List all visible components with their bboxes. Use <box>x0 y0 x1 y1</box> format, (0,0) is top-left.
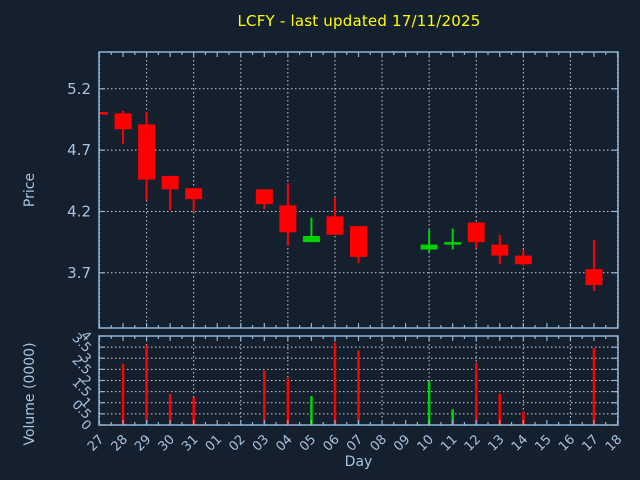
candle-07 <box>350 226 367 263</box>
x-tick-label-03: 03 <box>250 432 272 454</box>
x-tick-label-16: 16 <box>556 432 578 454</box>
x-tick-label-29: 29 <box>132 432 154 454</box>
price-tick-label: 5.2 <box>67 80 91 98</box>
candle-06 <box>326 197 344 235</box>
candle-11 <box>444 228 462 250</box>
x-tick-label-27: 27 <box>85 432 107 454</box>
volume-bars <box>121 342 596 425</box>
x-tick-label-01: 01 <box>203 432 225 454</box>
volume-bar-07 <box>357 350 360 425</box>
price-tick-label: 3.7 <box>67 264 91 282</box>
candle-30 <box>161 175 179 211</box>
x-tick-label-02: 02 <box>226 432 248 454</box>
candle-31 <box>185 188 203 212</box>
volume-bar-29 <box>145 344 148 425</box>
candle-12 <box>467 222 485 249</box>
price-axis-title: Price <box>22 173 38 207</box>
candles <box>99 110 603 292</box>
volume-bar-12 <box>474 362 478 425</box>
candle-10 <box>420 229 438 252</box>
volume-bar-13 <box>498 393 502 425</box>
volume-bar-05 <box>310 396 313 425</box>
x-tick-label-14: 14 <box>509 432 531 454</box>
volume-bar-30 <box>168 393 172 425</box>
x-tick-label-08: 08 <box>368 432 390 454</box>
x-tick-label-10: 10 <box>415 432 437 454</box>
x-tick-label-05: 05 <box>297 432 319 454</box>
candle-13 <box>491 234 509 265</box>
candle-17 <box>585 239 603 292</box>
volume-bar-28 <box>121 363 125 425</box>
x-tick-label-04: 04 <box>273 432 295 454</box>
x-tick-label-11: 11 <box>438 432 460 454</box>
volume-bar-14 <box>522 411 525 425</box>
candle-29 <box>138 112 156 201</box>
volume-bar-11 <box>451 409 454 425</box>
x-tick-label-07: 07 <box>344 432 366 454</box>
x-tick-label-28: 28 <box>109 432 131 454</box>
candle-28 <box>114 110 132 144</box>
volume-bar-10 <box>427 381 431 425</box>
x-tick-label-15: 15 <box>532 432 554 454</box>
x-tick-label-31: 31 <box>179 432 201 454</box>
candle-14 <box>514 249 532 266</box>
volume-bar-03 <box>263 370 266 425</box>
x-tick-label-18: 18 <box>603 432 625 454</box>
x-tick-label-30: 30 <box>156 432 178 454</box>
tick-marks <box>98 52 619 426</box>
x-tick-label-17: 17 <box>579 432 601 454</box>
candle-27 <box>99 112 108 115</box>
volume-bar-04 <box>286 378 290 425</box>
x-axis-title: Day <box>345 454 373 470</box>
candle-05 <box>302 217 320 243</box>
candle-03 <box>255 189 273 210</box>
volume-bar-17 <box>592 348 596 425</box>
volume-bar-06 <box>333 342 337 425</box>
volume-axis-title: Volume (0000) <box>22 342 38 445</box>
chart-title: LCFY - last updated 17/11/2025 <box>237 12 481 30</box>
x-tick-label-12: 12 <box>462 432 484 454</box>
x-tick-label-13: 13 <box>485 432 507 454</box>
x-tick-label-06: 06 <box>320 432 342 454</box>
x-tick-label-09: 09 <box>391 432 413 454</box>
price-tick-label: 4.7 <box>67 141 91 159</box>
candle-04 <box>279 183 297 246</box>
volume-bar-31 <box>192 397 195 425</box>
price-tick-label: 4.2 <box>67 202 91 220</box>
